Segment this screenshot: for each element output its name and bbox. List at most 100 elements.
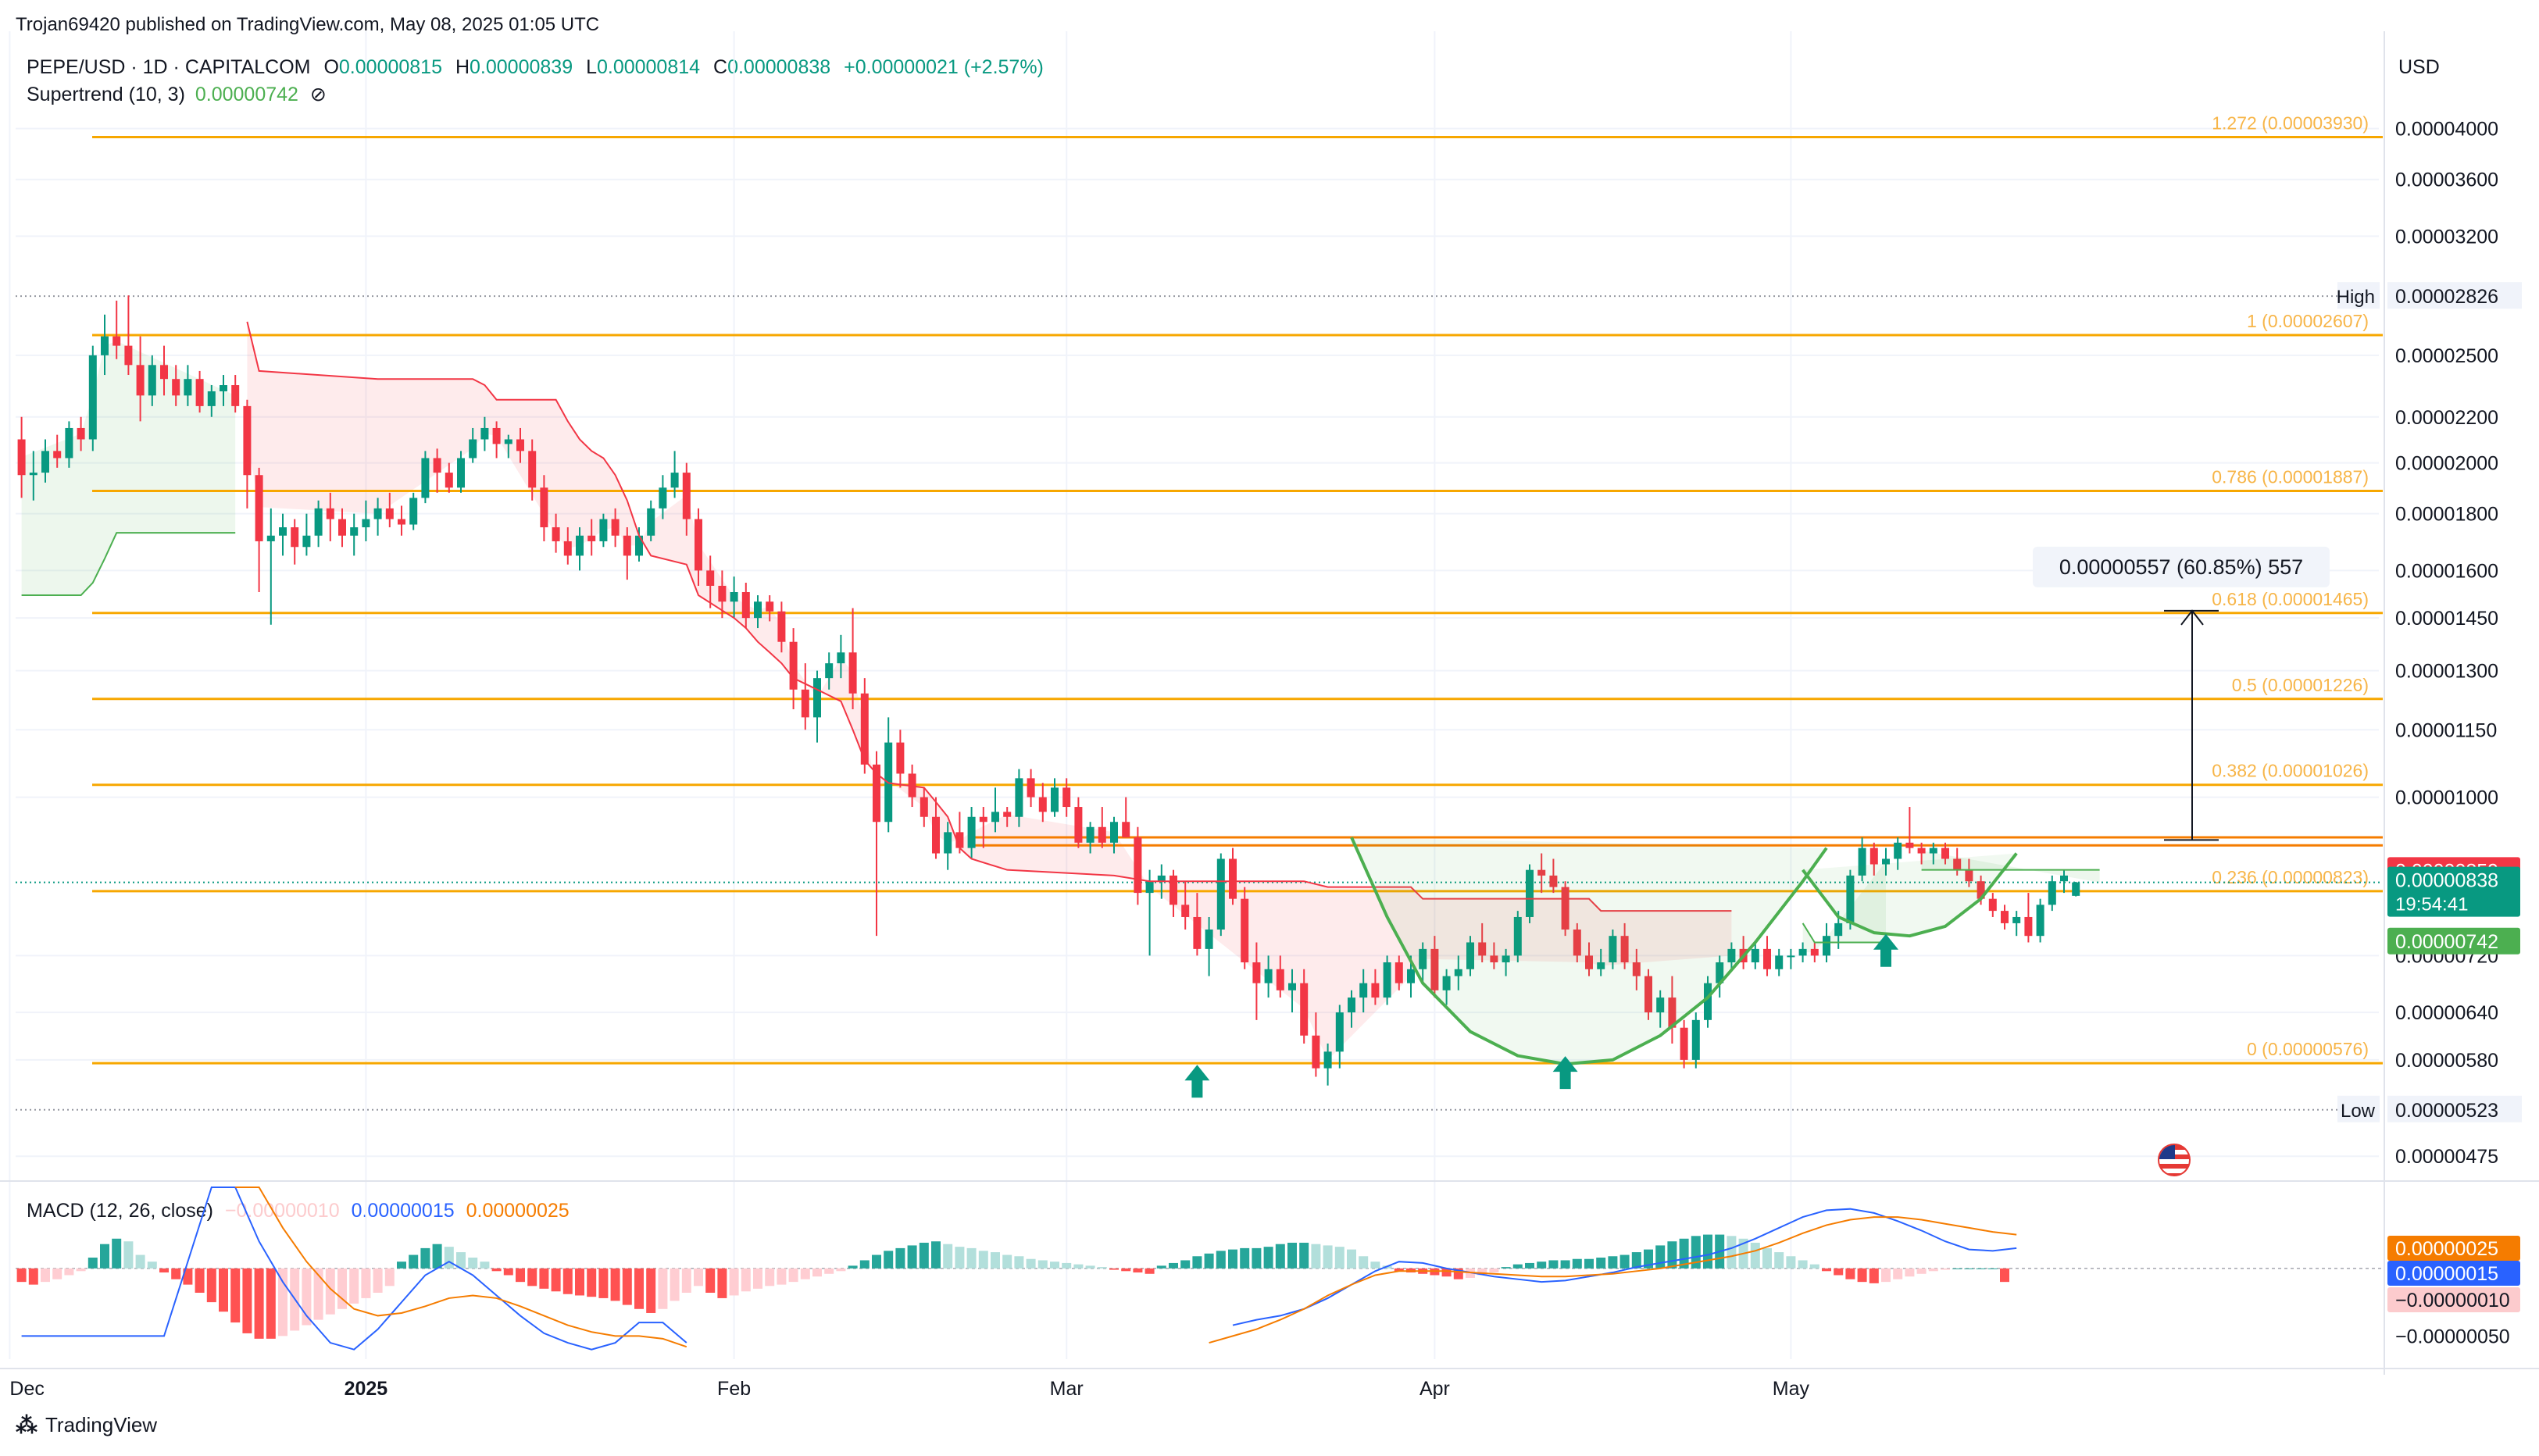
- macd-histogram-bar: [397, 1262, 406, 1269]
- currency-label[interactable]: USD: [2398, 56, 2440, 78]
- candle-body: [1704, 983, 1712, 1020]
- candle-body: [1216, 858, 1225, 930]
- macd-histogram-bar: [361, 1268, 371, 1298]
- macd-signal-value: 0.00000025: [466, 1200, 570, 1222]
- fib-level-label: 0.236 (0.00000823): [2212, 867, 2369, 887]
- macd-histogram-bar: [859, 1260, 870, 1269]
- candle-body: [101, 336, 109, 355]
- macd-histogram-bar: [1085, 1265, 1095, 1269]
- price-axis-label: 0.00002500: [2395, 345, 2498, 367]
- candle-body: [1015, 778, 1023, 817]
- macd-histogram-bar: [705, 1268, 716, 1293]
- time-axis-label: Feb: [717, 1378, 751, 1400]
- candle-body: [1988, 898, 1997, 912]
- macd-histogram-bar: [670, 1268, 680, 1301]
- candle-body: [53, 451, 62, 459]
- macd-histogram-bar: [777, 1268, 787, 1285]
- candle-body: [1882, 858, 1890, 865]
- candle-body: [1407, 969, 1415, 983]
- macd-histogram-bar: [610, 1268, 620, 1301]
- candle-body: [445, 473, 453, 488]
- macd-histogram-bar: [1252, 1247, 1262, 1269]
- candle-body: [220, 385, 227, 391]
- annotations[interactable]: 0.00000557 (60.85%) 557: [1184, 546, 2330, 1098]
- candle-body: [1727, 948, 1736, 963]
- price-axis[interactable]: 0.00004000 0.00003600 0.00003200 0.00002500…: [2337, 119, 2522, 1348]
- macd-legend: MACD (12, 26, close) −0.00000010 0.00000…: [27, 1200, 570, 1222]
- macd-histogram-bar: [112, 1238, 122, 1269]
- candle-body: [1335, 1012, 1344, 1052]
- candle-body: [766, 601, 774, 612]
- macd-histogram-bar: [456, 1252, 466, 1269]
- candle-body: [291, 527, 299, 548]
- candle-body: [1680, 1027, 1688, 1060]
- macd-histogram-bar: [1691, 1236, 1701, 1269]
- macd-histogram-bar: [1477, 1268, 1487, 1276]
- macd-histogram-bar: [384, 1268, 395, 1286]
- candle-body: [231, 385, 240, 406]
- candle-body: [172, 379, 180, 396]
- supertrend-label: Supertrend (10, 3): [27, 84, 185, 105]
- candle-body: [469, 439, 477, 459]
- candle-body: [433, 458, 441, 473]
- macd-histogram-bar: [254, 1268, 264, 1339]
- high-value: 0.00000839: [470, 56, 573, 78]
- macd-histogram-bar: [444, 1247, 454, 1269]
- macd-histogram-bar: [539, 1268, 549, 1289]
- macd-histogram-bar: [1204, 1253, 1214, 1269]
- candle-body: [1264, 969, 1273, 983]
- supertrend-legend[interactable]: Supertrend (10, 3) 0.00000742 ⊘: [27, 83, 327, 106]
- macd-histogram-bar: [575, 1268, 584, 1296]
- signal-line: [235, 1187, 687, 1348]
- candle-body: [1810, 948, 1819, 956]
- macd-tag-value: 0.00000015: [2395, 1263, 2498, 1285]
- candle-body: [1490, 955, 1498, 963]
- macd-histogram-bar: [943, 1244, 953, 1269]
- macd-tag-box: [2387, 1287, 2520, 1312]
- macd-histogram-bar: [1097, 1267, 1107, 1269]
- macd-histogram-bar: [135, 1254, 145, 1269]
- open-value: 0.00000815: [338, 56, 442, 78]
- macd-histogram-bar: [1584, 1258, 1594, 1269]
- candle-body: [1846, 875, 1855, 923]
- chart-grid: [0, 31, 2539, 1375]
- macd-tag-box: [2387, 1261, 2520, 1286]
- candle-body: [1775, 955, 1784, 969]
- candle-body: [112, 336, 121, 346]
- candle-body: [1241, 898, 1249, 963]
- us-flag-icon[interactable]: [2158, 1144, 2191, 1176]
- macd-histogram-bar: [409, 1254, 419, 1269]
- macd-histogram-bar: [230, 1268, 241, 1323]
- measure-label-box: [2033, 546, 2330, 587]
- candle-body: [1276, 969, 1284, 990]
- macd-histogram-bar: [1133, 1268, 1143, 1273]
- macd-histogram-bar: [480, 1262, 490, 1269]
- macd-axis-label: −0.00000050: [2395, 1326, 2510, 1347]
- price-axis-label: 0.00001300: [2395, 661, 2498, 683]
- candle-body: [195, 379, 204, 406]
- time-axis[interactable]: Dec 2025 Feb Mar Apr May: [9, 1378, 1809, 1400]
- candle-body: [184, 379, 192, 396]
- symbol-title[interactable]: PEPE/USD · 1D · CAPITALCOM: [27, 56, 311, 78]
- candle-body: [1074, 807, 1083, 843]
- macd-histogram-bar: [1441, 1268, 1452, 1277]
- supertrend-down-line: [246, 321, 1732, 912]
- low-label: L: [586, 56, 597, 78]
- macd-histogram-bar: [884, 1251, 894, 1269]
- macd-histogram-bar: [895, 1247, 905, 1269]
- eye-off-icon[interactable]: ⊘: [309, 84, 327, 105]
- candle-body: [1442, 976, 1451, 990]
- candle-body: [659, 487, 667, 509]
- macd-histogram-bar: [753, 1268, 762, 1289]
- candle-body: [148, 365, 156, 396]
- candle-body: [741, 591, 750, 619]
- candle-body: [1145, 881, 1154, 894]
- close-value: 0.00000838: [727, 56, 831, 78]
- price-tag-box: [2387, 866, 2520, 917]
- macd-histogram-bar: [206, 1268, 216, 1303]
- macd-histogram-bar: [1572, 1258, 1582, 1269]
- tradingview-logo[interactable]: ⁂ TradingView: [16, 1412, 157, 1438]
- fib-retracement[interactable]: 1.272 (0.00003930) 1 (0.00002607) 0.786 (0…: [16, 113, 2383, 1111]
- candle-body: [932, 816, 940, 854]
